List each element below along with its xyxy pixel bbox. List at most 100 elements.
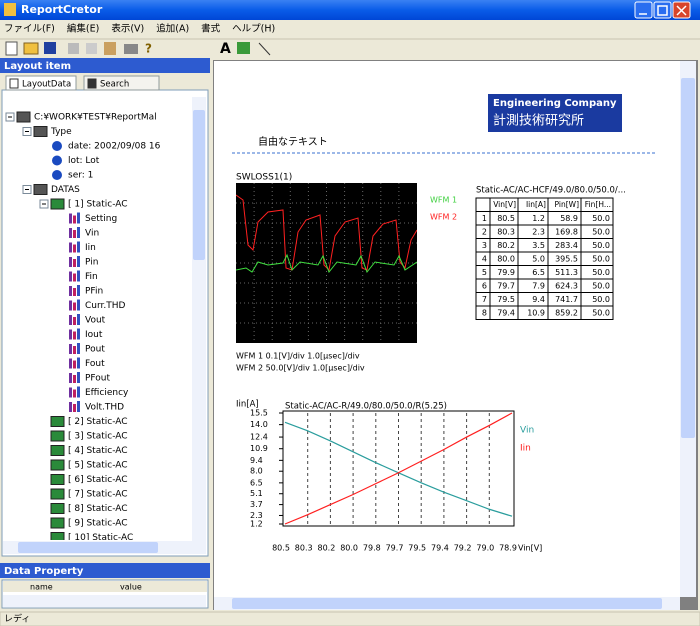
tree-item[interactable]: Curr.THD	[85, 301, 126, 311]
tree-item[interactable]: PFout	[85, 374, 110, 384]
data-icon	[69, 214, 72, 224]
table-cell: 6	[482, 281, 487, 290]
tree-item[interactable]: [ 5] Static-AC	[68, 461, 128, 471]
tree-item[interactable]: Pin	[85, 258, 98, 268]
y-tick-label: 1.2	[250, 520, 263, 529]
table-cell: 7.9	[532, 281, 545, 290]
data-icon	[69, 243, 72, 253]
tree-item[interactable]: ser: 1	[68, 171, 93, 181]
minimize-button[interactable]	[635, 2, 652, 18]
tree-item[interactable]: C:¥WORK¥TEST¥ReportMal	[34, 113, 157, 123]
tree-item[interactable]: date: 2002/09/08 16	[68, 142, 161, 152]
x-tick-label: 79.8	[363, 544, 381, 553]
menu-item[interactable]: ヘルプ(H)	[232, 24, 275, 35]
folder-icon	[51, 460, 64, 470]
new-button[interactable]	[6, 42, 17, 55]
tree-item[interactable]: [ 7] Static-AC	[68, 490, 128, 500]
legend-label: Vin	[520, 426, 534, 436]
tree-item[interactable]: Vout	[85, 316, 106, 326]
save-button[interactable]	[44, 42, 56, 54]
folder-icon	[51, 417, 64, 427]
y-tick-label: 15.5	[250, 409, 268, 418]
cut-button[interactable]	[68, 43, 79, 54]
folder-icon	[51, 431, 64, 441]
folder-icon	[51, 446, 64, 456]
data-icon	[69, 286, 72, 296]
tree-item[interactable]: Iin	[85, 243, 96, 253]
table-cell: 50.0	[592, 295, 610, 304]
scope-title: SWLOSS1(1)	[236, 173, 292, 183]
table-cell: 10.9	[527, 308, 545, 317]
property-header: Data Property	[4, 566, 84, 577]
menu-item[interactable]: 追加(A)	[156, 23, 189, 35]
image-tool[interactable]	[237, 42, 250, 54]
table-cell: 6.5	[532, 268, 545, 277]
table-cell: 8	[482, 308, 487, 317]
table-cell: 2	[482, 227, 487, 236]
tab-label[interactable]: LayoutData	[22, 80, 71, 90]
y-tick-label: 10.9	[250, 444, 268, 453]
tree-item[interactable]: Fout	[85, 359, 105, 369]
company-name: Engineering Company	[493, 98, 617, 109]
tree-item[interactable]: [ 6] Static-AC	[68, 475, 128, 485]
table-cell: 50.0	[592, 268, 610, 277]
text-tool[interactable]: A	[220, 41, 231, 57]
menu-bar: ファイル(F) 編集(E) 表示(V) 追加(A) 書式ヘルプ(H)	[4, 23, 275, 35]
scope-caption-1: WFM 1 0.1[V]/div 1.0[μsec]/div	[236, 352, 360, 361]
menu-item[interactable]: 編集(E)	[67, 23, 99, 35]
menu-item[interactable]: ファイル(F)	[4, 24, 55, 35]
tree-vscroll-thumb[interactable]	[193, 110, 205, 260]
help-button[interactable]: ?	[145, 42, 152, 56]
folder-icon	[17, 112, 30, 122]
tree-item[interactable]: [ 9] Static-AC	[68, 519, 128, 529]
tree-item[interactable]: Setting	[85, 214, 117, 224]
property-hscroll[interactable]	[3, 595, 206, 607]
data-icon	[69, 228, 72, 238]
column-value: value	[120, 583, 142, 592]
tree-item[interactable]: Volt.THD	[85, 403, 124, 413]
folder-icon	[34, 185, 47, 195]
tree-hscroll-thumb[interactable]	[18, 542, 158, 553]
paste-button[interactable]	[104, 42, 116, 55]
x-axis-label: Vin[V]	[518, 544, 542, 553]
menu-item[interactable]: 書式	[201, 23, 221, 35]
tree-item[interactable]: Iout	[85, 330, 103, 340]
tree-item[interactable]: [ 4] Static-AC	[68, 446, 128, 456]
x-tick-label: 79.4	[431, 544, 449, 553]
data-icon	[77, 387, 80, 398]
tree-item[interactable]: DATAS	[51, 185, 80, 195]
table-cell: 3.5	[532, 241, 545, 250]
tree-item[interactable]: lot: Lot	[68, 156, 100, 166]
doc-hscroll-thumb[interactable]	[232, 598, 662, 609]
tree-item[interactable]: Efficiency	[85, 388, 129, 398]
tab-label[interactable]: Search	[100, 80, 129, 90]
data-icon	[73, 230, 76, 238]
print-button[interactable]	[124, 44, 138, 54]
data-icon	[69, 315, 72, 325]
copy-button[interactable]	[86, 43, 97, 54]
table-cell: 79.5	[497, 295, 515, 304]
data-icon	[73, 317, 76, 325]
tree-item[interactable]: PFin	[85, 287, 103, 297]
open-button[interactable]	[24, 43, 38, 54]
table-header: Fin[H...	[585, 200, 611, 209]
table-cell: 58.9	[560, 214, 578, 223]
tree-item[interactable]: [ 2] Static-AC	[68, 417, 128, 427]
table-cell: 4	[482, 254, 487, 263]
tree-item[interactable]: [ 1] Static-AC	[68, 200, 128, 210]
tree-item[interactable]: [ 3] Static-AC	[68, 432, 128, 442]
tree-item[interactable]: Vin	[85, 229, 99, 239]
table-cell: 5	[482, 268, 487, 277]
data-icon	[73, 245, 76, 253]
data-icon	[69, 330, 72, 340]
data-icon	[73, 259, 76, 267]
tree-item[interactable]: Type	[50, 127, 72, 137]
status-bar	[0, 612, 700, 626]
doc-vscroll-thumb[interactable]	[681, 78, 695, 438]
menu-item[interactable]: 表示(V)	[111, 23, 144, 35]
y-tick-label: 3.7	[250, 500, 263, 509]
tree-item[interactable]: Pout	[85, 345, 105, 355]
y-tick-label: 12.4	[250, 433, 268, 442]
tree-item[interactable]: Fin	[85, 272, 98, 282]
tree-item[interactable]: [ 8] Static-AC	[68, 504, 128, 514]
